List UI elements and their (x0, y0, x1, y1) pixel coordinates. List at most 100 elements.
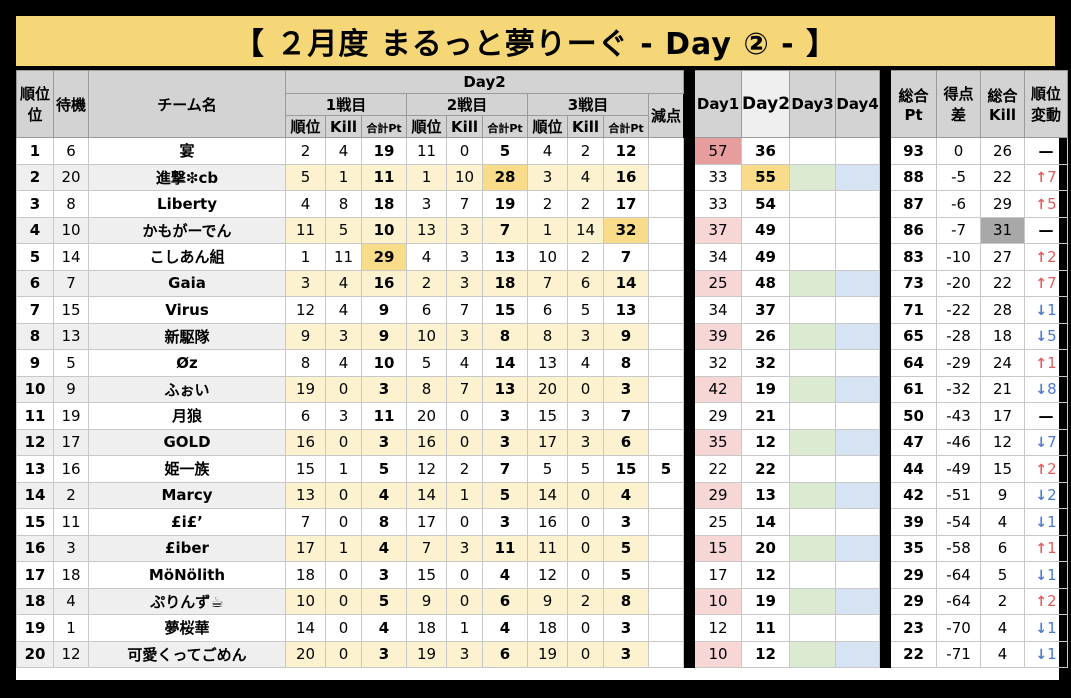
game-points-cell: 9 (603, 322, 649, 350)
game-rank-cell: 12 (527, 561, 568, 589)
game-rank-cell: 4 (285, 190, 326, 218)
header-g1-total: 合計Pt (361, 115, 407, 138)
point-diff-cell: -5 (936, 163, 982, 191)
game-kill-cell: 4 (567, 163, 604, 191)
rank-change-cell: ↑2 (1024, 587, 1069, 615)
total-points-cell: 65 (890, 322, 938, 350)
day2-points-cell: 49 (741, 243, 791, 271)
day3-points-cell (789, 614, 837, 642)
arrow-down-icon: ↓ (1035, 329, 1048, 346)
point-diff-cell: -46 (936, 428, 982, 456)
game-points-cell: 14 (482, 349, 528, 377)
day1-points-cell: 34 (694, 243, 743, 271)
total-points-cell: 39 (890, 508, 938, 536)
game-kill-cell: 2 (567, 587, 604, 615)
rank-change-value: 1 (1047, 539, 1057, 558)
rank-cell: 1 (16, 137, 54, 165)
header-wait: 待機 (53, 70, 89, 138)
game-points-cell: 6 (482, 640, 528, 668)
table-row: 2 20 進撃❇︎cb 5 1 11 1 10 28 3 4 16 33 55 88 -5 22 ↑7 (16, 163, 1069, 191)
game-rank-cell: 2 (285, 137, 326, 165)
game-kill-cell: 2 (567, 190, 604, 218)
game-points-cell: 14 (603, 269, 649, 297)
penalty-cell (647, 243, 685, 271)
team-name-cell: £i£’ (88, 508, 286, 536)
game-points-cell: 3 (361, 375, 407, 403)
wait-cell: 20 (53, 163, 89, 191)
day4-points-cell (835, 428, 881, 456)
day4-points-cell (835, 296, 881, 324)
game-kill-cell: 3 (446, 269, 483, 297)
total-kill-cell: 22 (980, 269, 1026, 297)
header-g2-rank: 順位 (406, 115, 447, 138)
game-rank-cell: 7 (406, 534, 447, 562)
rank-change-cell: ↑1 (1024, 349, 1069, 377)
day3-points-cell (789, 137, 837, 165)
wait-cell: 9 (53, 375, 89, 403)
table-row: 20 12 可愛くってごめん 20 0 3 19 3 6 19 0 3 10 12 22 -71 4 ↓1 (16, 640, 1069, 668)
game-kill-cell: 7 (446, 296, 483, 324)
rank-cell: 18 (16, 587, 54, 615)
standings-table: 順位位 待機 チーム名 Day2 Day1 Day2 Day3 Day4 総合 P… (16, 70, 1069, 668)
day3-points-cell (789, 296, 837, 324)
team-name-cell: Gaia (88, 269, 286, 297)
game-kill-cell: 3 (567, 322, 604, 350)
game-kill-cell: 0 (567, 561, 604, 589)
game-kill-cell: 3 (325, 402, 362, 430)
table-row: 12 17 GOLD 16 0 3 16 0 3 17 3 6 35 12 47 -46 12 ↓7 (16, 428, 1069, 456)
day3-points-cell (789, 322, 837, 350)
rank-change-value: 2 (1047, 486, 1057, 505)
table-row: 19 1 夢桜華 14 0 4 18 1 4 18 0 3 12 11 23 -70 4 ↓1 (16, 614, 1069, 642)
day3-points-cell (789, 534, 837, 562)
day3-points-cell (789, 163, 837, 191)
point-diff-cell: -64 (936, 587, 982, 615)
wait-cell: 18 (53, 561, 89, 589)
header-change: 順位 変動 (1024, 70, 1069, 138)
game-kill-cell: 0 (446, 561, 483, 589)
game-points-cell: 11 (361, 163, 407, 191)
day3-points-cell (789, 455, 837, 483)
game-kill-cell: 5 (567, 296, 604, 324)
game-kill-cell: 4 (325, 296, 362, 324)
day1-points-cell: 33 (694, 163, 743, 191)
game-points-cell: 13 (482, 243, 528, 271)
game-rank-cell: 14 (406, 481, 447, 509)
game-points-cell: 18 (361, 190, 407, 218)
rank-cell: 20 (16, 640, 54, 668)
game-points-cell: 5 (361, 587, 407, 615)
game-kill-cell: 2 (446, 455, 483, 483)
game-points-cell: 32 (603, 216, 649, 244)
day4-points-cell (835, 534, 881, 562)
game-points-cell: 16 (603, 163, 649, 191)
day4-points-cell (835, 614, 881, 642)
game-points-cell: 4 (361, 534, 407, 562)
game-rank-cell: 20 (406, 402, 447, 430)
game-points-cell: 3 (361, 561, 407, 589)
table-row: 11 19 月狼 6 3 11 20 0 3 15 3 7 29 21 50 -43 17— (16, 402, 1069, 430)
table-row: 4 10 かもがーでん 11 5 10 13 3 7 1 14 32 37 49 86 -7 31— (16, 216, 1069, 244)
arrow-down-icon: ↓ (1035, 514, 1048, 531)
day1-points-cell: 33 (694, 190, 743, 218)
game-rank-cell: 6 (527, 296, 568, 324)
rank-cell: 14 (16, 481, 54, 509)
day1-points-cell: 25 (694, 269, 743, 297)
table-row: 15 11 £i£’ 7 0 8 17 0 3 16 0 3 25 14 39 -54 4 ↓1 (16, 508, 1069, 536)
day3-points-cell (789, 640, 837, 668)
point-diff-cell: -6 (936, 190, 982, 218)
game-kill-cell: 3 (446, 243, 483, 271)
rank-cell: 9 (16, 349, 54, 377)
arrow-up-icon: ↑ (1035, 170, 1048, 187)
day2-points-cell: 55 (741, 163, 791, 191)
rank-change-value: 2 (1047, 247, 1057, 266)
point-diff-cell: -58 (936, 534, 982, 562)
game-rank-cell: 1 (406, 163, 447, 191)
total-points-cell: 86 (890, 216, 938, 244)
game-points-cell: 8 (603, 587, 649, 615)
table-row: 9 5 Øz 8 4 10 5 4 14 13 4 8 32 32 64 -29 24 ↑1 (16, 349, 1069, 377)
game-kill-cell: 8 (325, 190, 362, 218)
game-rank-cell: 5 (527, 455, 568, 483)
game-kill-cell: 1 (325, 163, 362, 191)
rank-change-cell: ↑2 (1024, 455, 1069, 483)
total-points-cell: 50 (890, 402, 938, 430)
game-points-cell: 7 (603, 243, 649, 271)
